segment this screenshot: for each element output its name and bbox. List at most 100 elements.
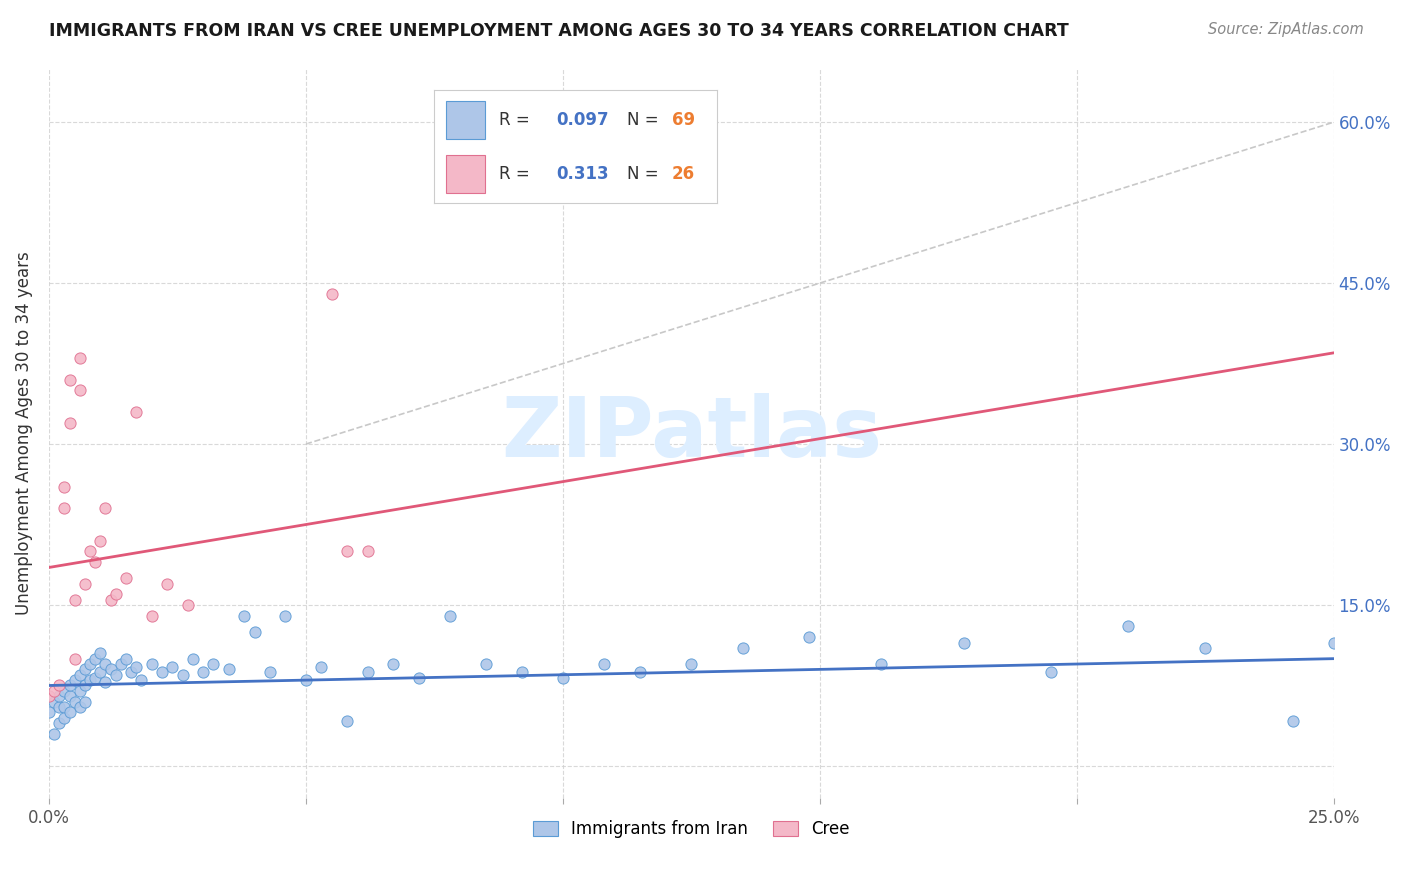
Point [125,405,148,419]
Point [1323,635,1346,649]
Point [100,662,122,676]
Point [382,657,405,671]
Point [58,706,80,720]
Point [336,544,359,558]
Point [181,651,204,665]
Point [53,711,76,725]
Point [94,675,117,690]
Point [84,555,107,569]
Point [94,501,117,516]
Point [38,690,60,704]
Point [42,695,65,709]
Point [104,667,127,681]
Point [104,587,127,601]
Point [141,608,163,623]
Point [870,657,893,671]
Point [58,416,80,430]
Point [952,635,974,649]
Point [162,660,184,674]
Point [48,716,70,731]
Point [125,660,148,674]
Point [311,660,333,674]
Point [259,665,281,679]
Point [115,571,138,585]
Point [110,657,132,671]
Point [156,576,179,591]
Point [731,640,754,655]
Point [593,657,616,671]
Point [73,576,96,591]
Text: IMMIGRANTS FROM IRAN VS CREE UNEMPLOYMENT AMONG AGES 30 TO 34 YEARS CORRELATION : IMMIGRANTS FROM IRAN VS CREE UNEMPLOYMEN… [49,22,1069,40]
Point [115,651,138,665]
Point [63,695,86,709]
Point [63,592,86,607]
Text: Source: ZipAtlas.com: Source: ZipAtlas.com [1208,22,1364,37]
Point [53,700,76,714]
Point [69,700,91,714]
Point [69,384,91,398]
Point [53,683,76,698]
Point [94,657,117,671]
Point [439,608,461,623]
Point [73,678,96,692]
Point [89,646,111,660]
Point [1194,640,1216,655]
Point [1116,619,1139,633]
Point [510,665,533,679]
Point [63,673,86,687]
Point [408,671,430,685]
Point [474,657,496,671]
Point [69,351,91,366]
Point [628,665,651,679]
Point [84,671,107,685]
Point [48,690,70,704]
Point [177,598,200,612]
Point [274,608,297,623]
Point [681,657,703,671]
Point [131,673,153,687]
Point [141,657,163,671]
Point [84,651,107,665]
Point [1281,714,1303,728]
Legend: Immigrants from Iran, Cree: Immigrants from Iran, Cree [526,814,856,845]
Point [89,665,111,679]
Point [356,544,378,558]
Point [89,533,111,548]
Point [202,657,225,671]
Point [42,727,65,741]
Point [42,683,65,698]
Point [69,683,91,698]
Point [38,706,60,720]
Point [120,665,142,679]
Point [48,678,70,692]
Point [63,651,86,665]
Point [799,630,821,644]
Point [336,714,359,728]
Point [79,673,101,687]
Point [191,665,214,679]
Point [218,662,240,676]
Point [79,657,101,671]
Point [69,667,91,681]
Point [1040,665,1063,679]
Point [73,662,96,676]
Point [356,665,378,679]
Point [58,373,80,387]
Point [243,624,266,639]
Point [172,667,194,681]
Point [73,695,96,709]
Point [58,690,80,704]
Y-axis label: Unemployment Among Ages 30 to 34 years: Unemployment Among Ages 30 to 34 years [15,252,32,615]
Point [58,678,80,692]
Point [233,608,256,623]
Point [53,501,76,516]
Point [150,665,173,679]
Text: ZIPatlas: ZIPatlas [501,392,882,474]
Point [551,671,574,685]
Point [48,700,70,714]
Point [321,286,343,301]
Point [79,544,101,558]
Point [53,480,76,494]
Point [100,592,122,607]
Point [295,673,318,687]
